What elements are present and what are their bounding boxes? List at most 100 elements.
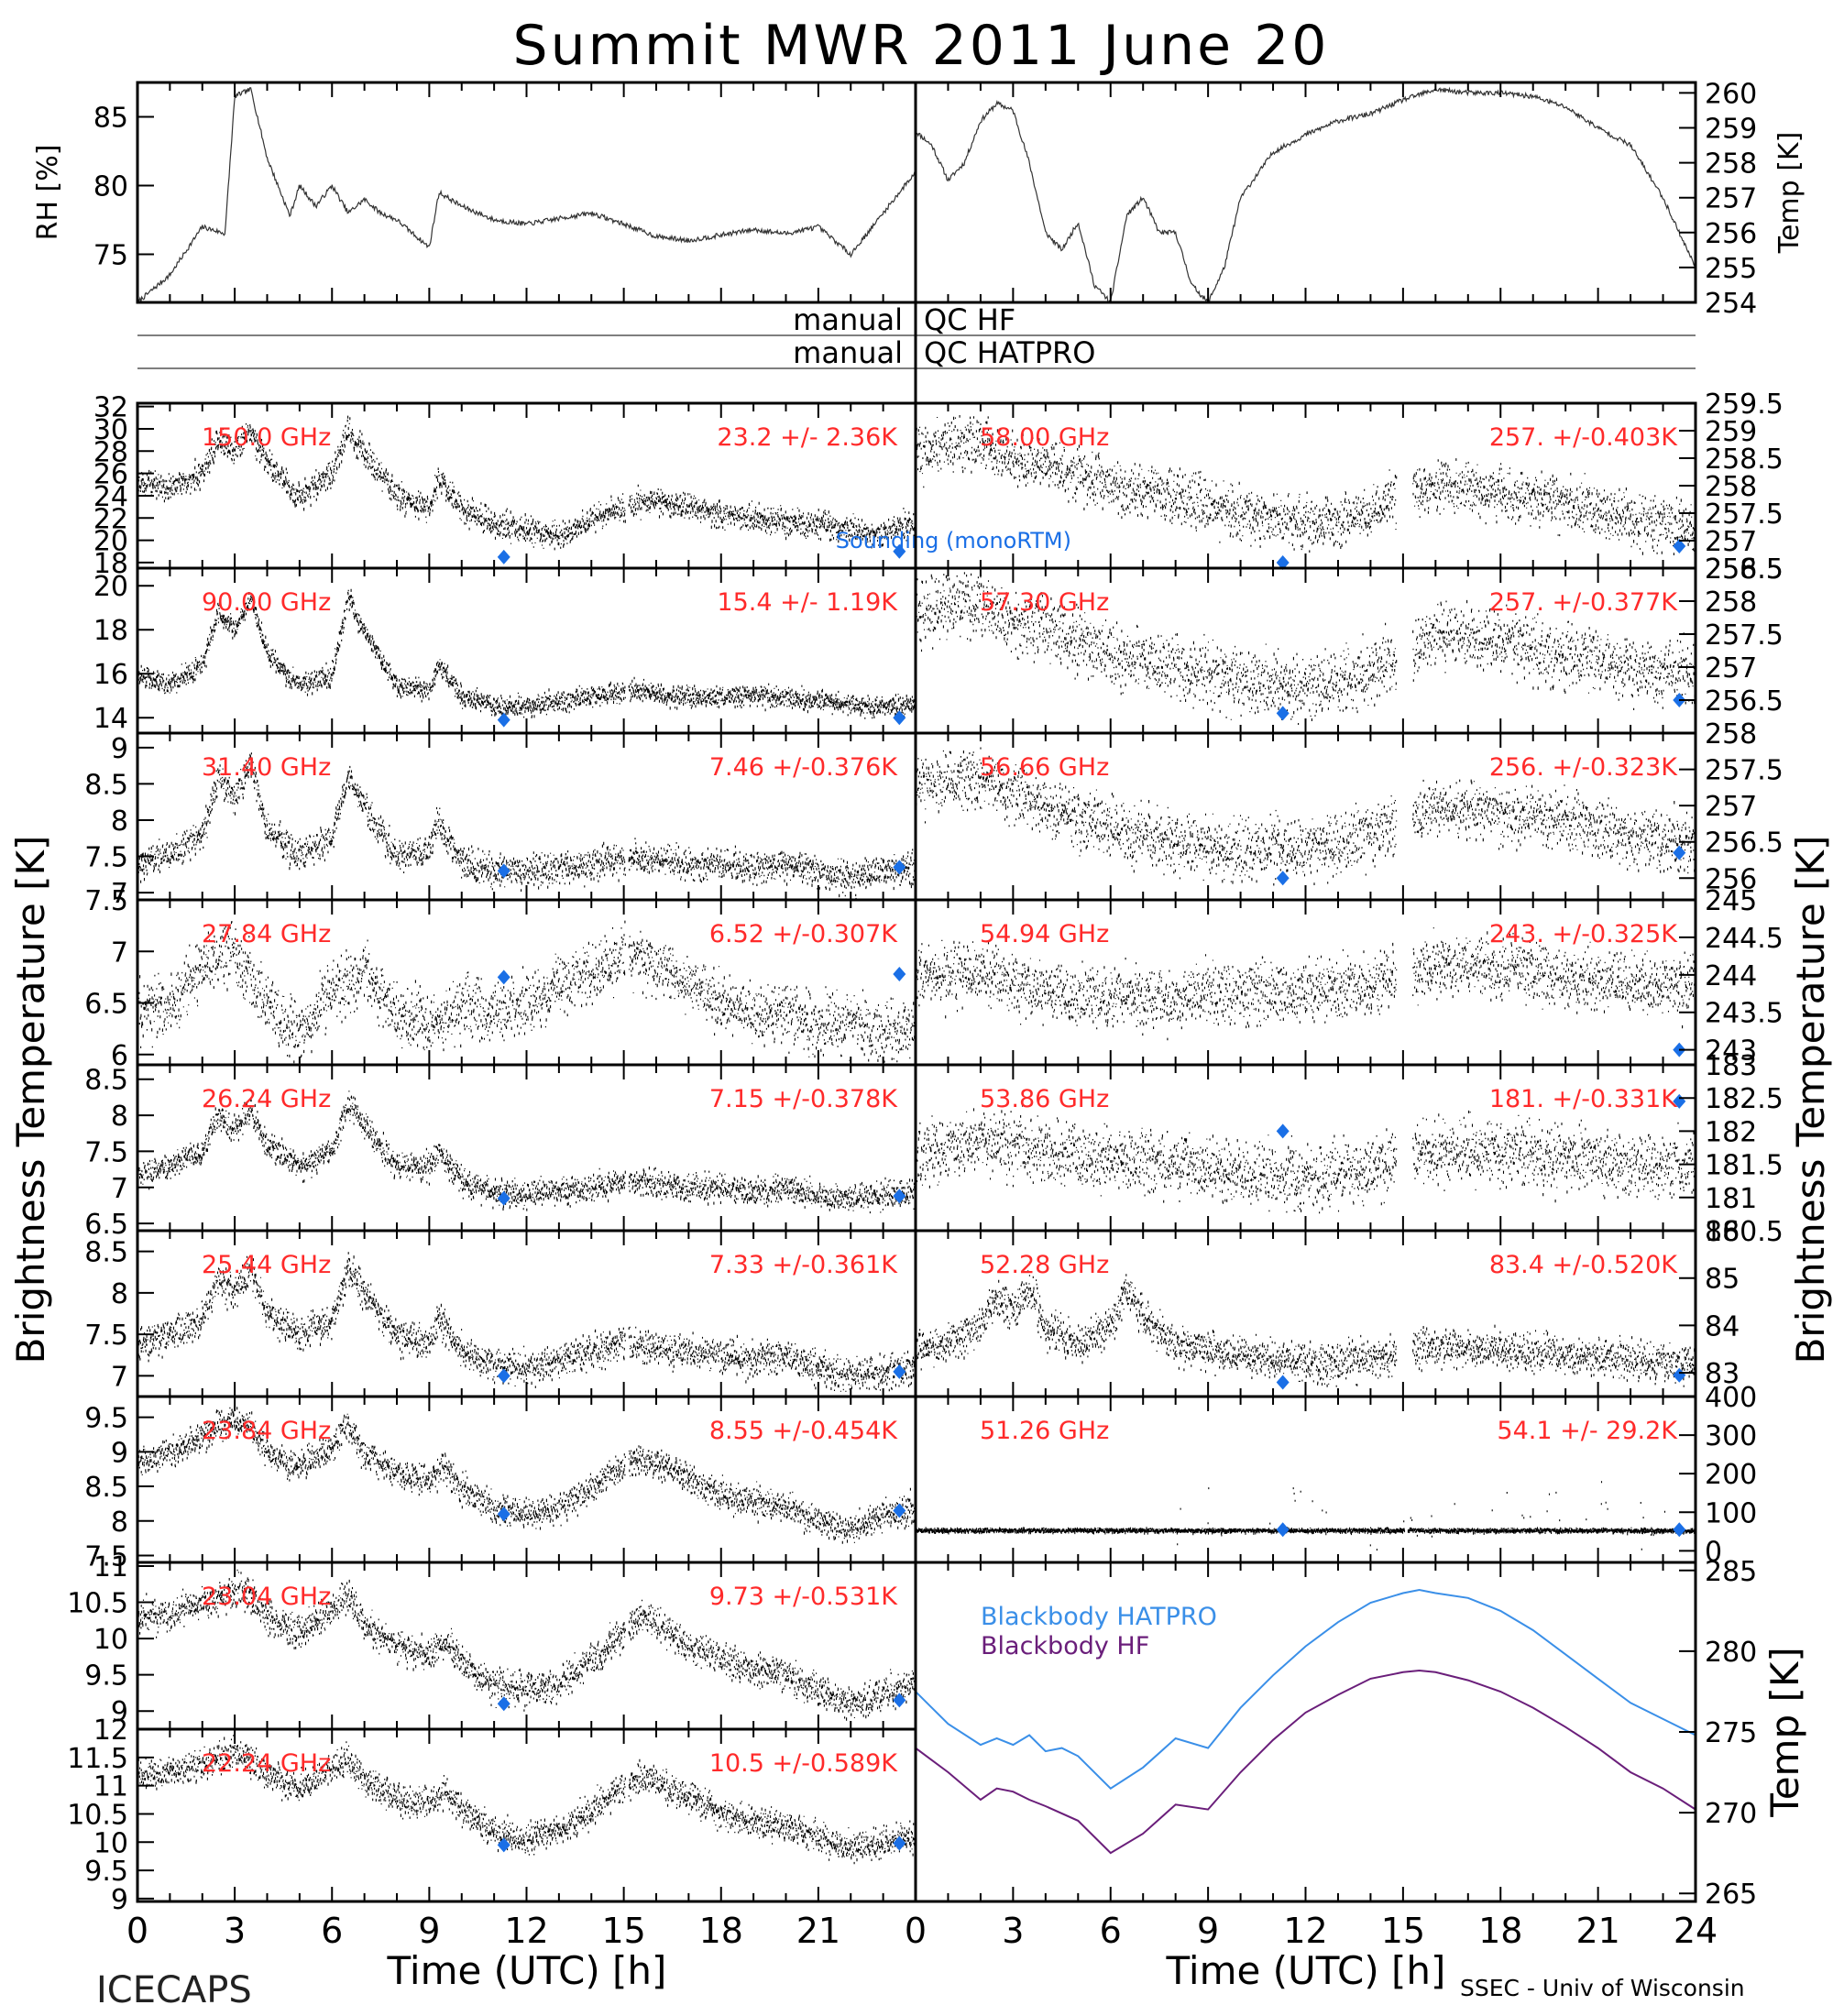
panel-ch2384: 7.588.599.5 23.84 GHz 8.55 +/-0.454K <box>84 1395 917 1572</box>
plot-area <box>916 572 1696 725</box>
y-tick-label: 24 <box>93 481 128 513</box>
data-series-ch5666 <box>916 747 1696 886</box>
x-axis-label-right: Time (UTC) [h] <box>1166 1948 1446 1993</box>
channel-stat: 9.73 +/-0.531K <box>709 1583 898 1611</box>
x-tick-label: 12 <box>504 1911 548 1951</box>
data-series-ch2624 <box>137 1090 916 1214</box>
y-tick-label: 258 <box>1705 471 1757 503</box>
footer-ssec: SSEC - Univ of Wisconsin <box>1460 1975 1745 2001</box>
y-tick-label: 245 <box>1705 885 1757 917</box>
y-tick-label: 18 <box>93 615 128 647</box>
x-tick-label: 21 <box>1575 1911 1619 1951</box>
y-axis-label-left: Brightness Temperature [K] <box>8 836 53 1364</box>
sounding-point <box>1673 1522 1686 1538</box>
sounding-point <box>893 860 906 875</box>
x-tick-label: 12 <box>1283 1911 1327 1951</box>
y-tick-label: 7 <box>111 1361 128 1393</box>
y-tick-label: 9 <box>111 1884 128 1916</box>
sounding-point <box>497 712 510 728</box>
data-series-ch5386 <box>916 1105 1696 1214</box>
data-series-ch5494 <box>916 927 1696 1041</box>
x-tick-label: 3 <box>1002 1911 1024 1951</box>
x-tick-label: 18 <box>699 1911 743 1951</box>
panel-y-label: RH [%] <box>32 145 64 241</box>
panel-y-label: Temp [K] <box>1762 1647 1807 1818</box>
panel-ch2544: 7 7.5 8 8.5 25.44 GHz 7.33 +/-0.361K <box>84 1229 917 1398</box>
y-tick-label: 0 <box>1705 1536 1722 1568</box>
y-tick-label: 270 <box>1705 1798 1757 1830</box>
sounding-point <box>1673 539 1686 553</box>
y-tick-label: 10.5 <box>67 1799 128 1831</box>
channel-stat: 54.1 +/- 29.2K <box>1497 1417 1678 1445</box>
sounding-point <box>893 967 906 981</box>
y-tick-label: 285 <box>1705 1556 1757 1588</box>
y-tick-label: 7 <box>111 1173 128 1205</box>
data-series-ch2384 <box>137 1407 916 1544</box>
plot-area <box>916 86 1696 302</box>
x-tick-label: 3 <box>224 1911 246 1951</box>
y-tick-label: 258.5 <box>1705 444 1784 476</box>
sounding-point <box>1276 1123 1290 1139</box>
x-tick-label: 18 <box>1478 1911 1522 1951</box>
y-tick-label: 258 <box>1705 718 1757 751</box>
y-tick-label: 18 <box>93 548 128 580</box>
sounding-point <box>497 1190 510 1206</box>
channel-label: 57.30 GHz <box>980 588 1109 617</box>
y-tick-label: 258 <box>1705 148 1757 181</box>
series-line-rh <box>137 87 916 302</box>
y-tick-label: 8 <box>111 805 128 838</box>
channel-label: 58.00 GHz <box>980 423 1109 452</box>
y-tick-label: 20 <box>93 526 128 558</box>
data-series-ch2544 <box>137 1252 916 1397</box>
channel-stat: 7.15 +/-0.378K <box>709 1085 898 1113</box>
series-line-hatpro <box>916 1588 1696 1790</box>
channel-stat: 257. +/-0.377K <box>1489 588 1678 617</box>
qc-hf-right: QC HF <box>924 302 1015 337</box>
y-tick-label: 7.5 <box>84 1136 128 1168</box>
y-tick-label: 257.5 <box>1705 755 1784 787</box>
y-tick-label: 265 <box>1705 1879 1757 1911</box>
y-tick-label: 259 <box>1705 114 1757 146</box>
channel-label: 56.66 GHz <box>980 753 1109 782</box>
y-tick-label: 10 <box>93 1827 128 1859</box>
panel-ch90: 14 16 18 20 90.00 GHz 15.4 +/- 1.19K <box>93 566 917 735</box>
footer-icecaps: ICECAPS <box>96 1969 252 2011</box>
channel-stat: 15.4 +/- 1.19K <box>717 588 898 617</box>
channel-stat: 8.55 +/-0.454K <box>709 1417 898 1445</box>
data-series-ch2224 <box>137 1735 916 1865</box>
sounding-point <box>893 1364 906 1379</box>
x-tick-label: 21 <box>796 1911 840 1951</box>
y-tick-label: 7 <box>111 878 128 910</box>
channel-label: 53.86 GHz <box>980 1085 1109 1113</box>
y-tick-label: 11.5 <box>67 1743 128 1775</box>
y-tick-label: 14 <box>93 703 128 735</box>
panel-ch5228: 83 84 85 86 52.28 GHz 83.4 +/-0.520K <box>914 1216 1740 1398</box>
sounding-point <box>1673 1367 1686 1383</box>
panel-frame <box>136 81 917 304</box>
y-tick-label: 180.5 <box>1705 1216 1784 1248</box>
y-tick-label: 257.5 <box>1705 499 1784 531</box>
y-tick-label: 9 <box>111 1437 128 1469</box>
y-tick-label: 400 <box>1705 1382 1757 1414</box>
plot-area <box>137 415 916 551</box>
y-tick-label: 84 <box>1705 1310 1740 1342</box>
panel-ch3140: 7 7.5 8 8.5 9 31.40 GHz 7.46 +/-0.376K <box>84 731 917 910</box>
plot-area <box>137 87 916 302</box>
plot-area <box>916 747 1696 886</box>
data-series-ch3140 <box>137 752 916 900</box>
sounding-point <box>1276 555 1290 570</box>
sounding-point <box>497 1368 510 1384</box>
data-series-ch2304 <box>137 1569 916 1721</box>
sounding-point <box>893 1835 906 1851</box>
y-tick-label: 200 <box>1705 1459 1757 1491</box>
panel-ch2784: 6 6.5 7 7.5 27.84 GHz 6.52 +/-0.307K <box>84 885 917 1072</box>
channel-label: 31.40 GHz <box>202 753 331 782</box>
y-tick-label: 9.5 <box>84 1856 128 1888</box>
y-tick-label: 9.5 <box>84 1403 128 1435</box>
channel-label: 51.26 GHz <box>980 1417 1109 1445</box>
y-tick-label: 9 <box>111 733 128 765</box>
y-tick-label: 257 <box>1705 183 1757 215</box>
